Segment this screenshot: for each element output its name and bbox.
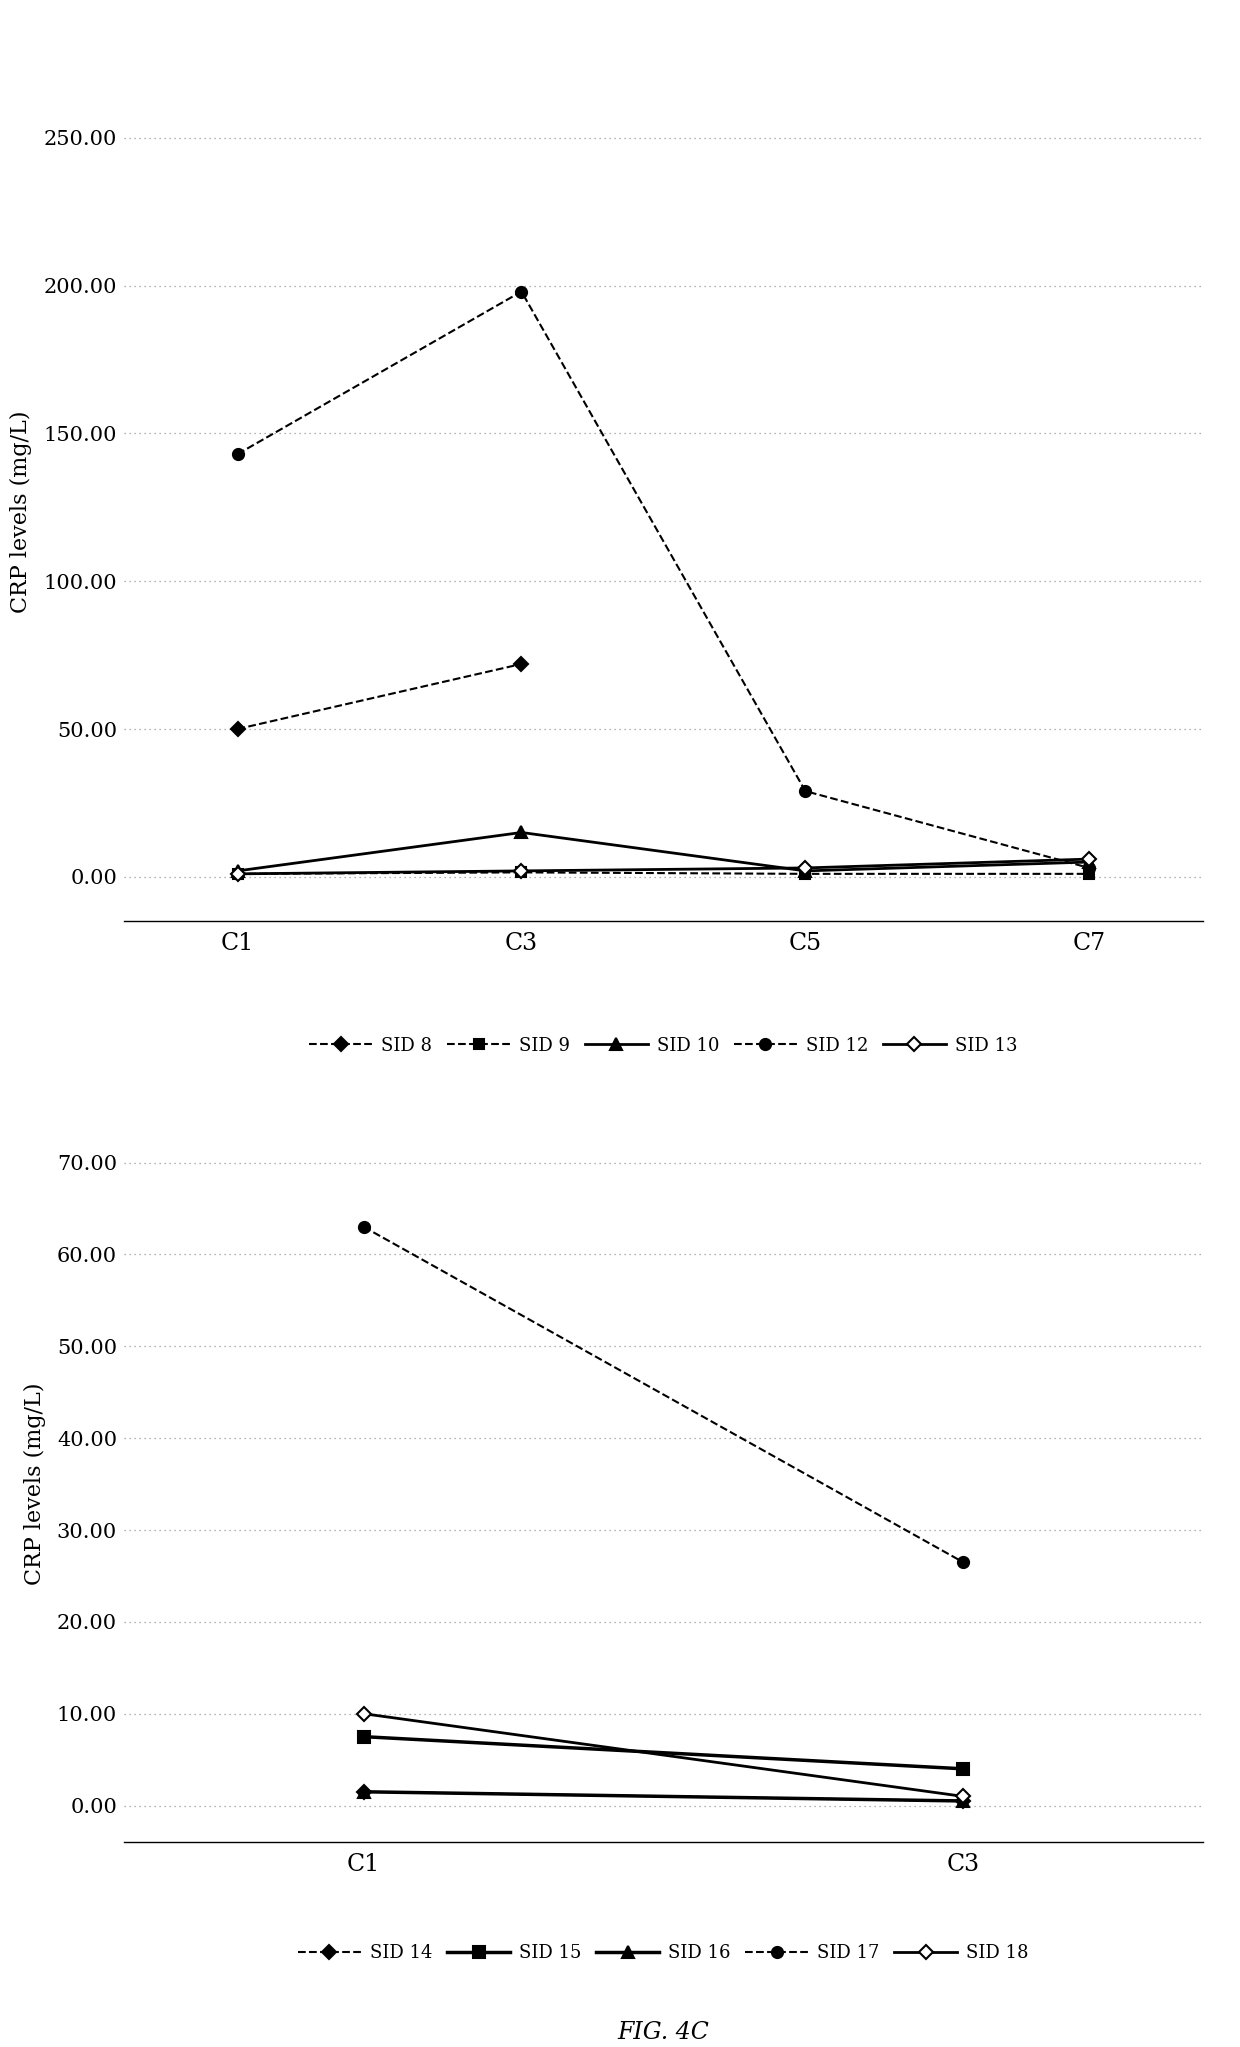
Y-axis label: CRP levels (mg/L): CRP levels (mg/L) <box>24 1384 46 1584</box>
SID 12 <box>797 778 812 802</box>
SID 17 <box>356 1214 371 1238</box>
SID 12 <box>515 278 529 303</box>
SID 10 <box>231 858 246 882</box>
Legend: SID 8, SID 9, SID 10, SID 12, SID 13: SID 8, SID 9, SID 10, SID 12, SID 13 <box>309 1036 1018 1054</box>
SID 9 <box>1081 862 1096 886</box>
SID 10 <box>515 821 529 845</box>
Line: SID 10: SID 10 <box>232 827 1095 876</box>
SID 9 <box>797 862 812 886</box>
SID 12 <box>231 442 246 467</box>
Text: FIG. 4C: FIG. 4C <box>618 2020 709 2045</box>
SID 14 <box>956 1789 971 1814</box>
SID 8 <box>231 716 246 741</box>
Line: SID 9: SID 9 <box>233 868 1094 878</box>
SID 8 <box>515 651 529 676</box>
Line: SID 16: SID 16 <box>358 1787 968 1808</box>
SID 18 <box>356 1701 371 1726</box>
SID 16 <box>956 1789 971 1814</box>
Line: SID 12: SID 12 <box>232 287 1095 874</box>
Line: SID 14: SID 14 <box>358 1787 968 1805</box>
SID 13 <box>231 862 246 886</box>
Line: SID 18: SID 18 <box>358 1709 968 1801</box>
SID 15 <box>956 1756 971 1781</box>
SID 13 <box>515 858 529 882</box>
Legend: SID 14, SID 15, SID 16, SID 17, SID 18: SID 14, SID 15, SID 16, SID 17, SID 18 <box>298 1945 1029 1963</box>
SID 17 <box>956 1550 971 1574</box>
Line: SID 13: SID 13 <box>233 854 1094 878</box>
SID 9 <box>515 860 529 884</box>
SID 18 <box>956 1785 971 1810</box>
Line: SID 15: SID 15 <box>358 1732 968 1775</box>
Line: SID 17: SID 17 <box>358 1222 968 1568</box>
SID 12 <box>1081 856 1096 880</box>
Text: FIG. 4B: FIG. 4B <box>618 1126 709 1148</box>
SID 15 <box>356 1724 371 1748</box>
Y-axis label: CRP levels (mg/L): CRP levels (mg/L) <box>10 411 32 612</box>
SID 9 <box>231 862 246 886</box>
SID 13 <box>1081 847 1096 872</box>
SID 10 <box>1081 850 1096 874</box>
SID 16 <box>356 1779 371 1803</box>
SID 14 <box>356 1779 371 1803</box>
SID 10 <box>797 858 812 882</box>
Line: SID 8: SID 8 <box>233 659 526 735</box>
SID 13 <box>797 856 812 880</box>
